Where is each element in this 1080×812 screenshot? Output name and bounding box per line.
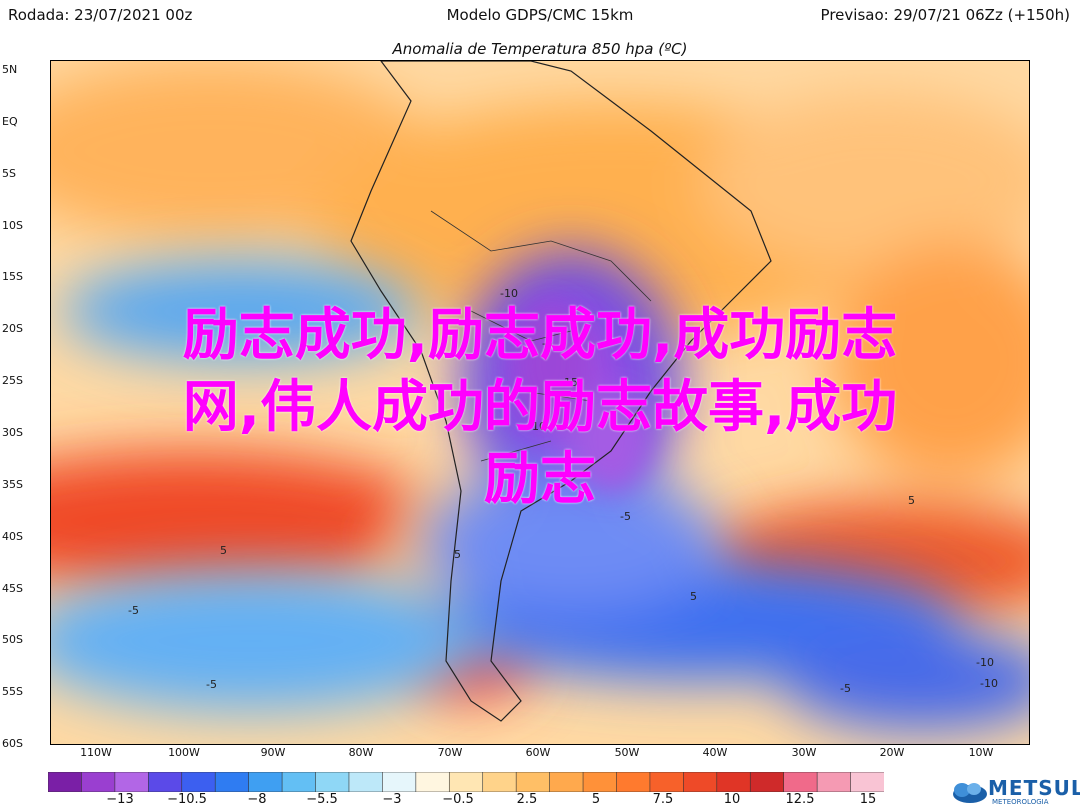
colorbar-swatch [616,772,651,792]
model-label: Modelo GDPS/CMC 15km [446,6,634,24]
anomaly-field [51,61,1029,744]
colorbar-swatch [214,772,250,792]
colorbar-swatch [148,772,183,792]
colorbar-swatch [683,772,718,792]
lat-label: 10S [2,219,23,232]
brand-name: METSUL [988,776,1080,800]
lat-label: 40S [2,530,23,543]
contour-label: 5 [690,590,697,603]
colorbar-tick: −5.5 [306,792,338,807]
country-borders [430,210,652,462]
lat-label: 30S [2,426,23,439]
colorbar-swatch [315,772,350,792]
lon-label: 20W [879,746,905,759]
lat-label: 50S [2,633,23,646]
colorbar-tick: −8 [247,792,267,807]
lon-label: 10W [968,746,994,759]
lon-label: 80W [348,746,374,759]
colorbar-swatch [81,772,116,792]
colorbar-tick: 5 [591,792,601,807]
colorbar [48,772,884,792]
overlay-line-1: 励志成功,励志成功,成功励志 [182,303,898,368]
map-title: Anomalia de Temperatura 850 hpa (ºC) [392,40,688,58]
colorbar-swatch [749,772,785,792]
contour-label: -5 [620,510,631,523]
lat-label: 55S [2,685,23,698]
colorbar-swatch [482,772,517,792]
colorbar-swatch [716,772,752,792]
lon-label: 40W [702,746,728,759]
contour-label: -10 [980,677,998,690]
colorbar-tick: −13 [106,792,134,807]
forecast-time-label: Previsao: 29/07/21 06Zz (+150h) [820,6,1070,24]
colorbar-swatch [181,772,216,792]
lon-label: 90W [260,746,286,759]
lon-label: 30W [791,746,817,759]
south-america-outline [350,61,772,722]
colorbar-tick: 2.5 [516,792,538,807]
colorbar-tick: 15 [859,792,877,807]
lon-label: 50W [614,746,640,759]
watermark-overlay-text: 励志成功,励志成功,成功励志 网,伟人成功的励志故事,成功 励志 [0,300,1080,516]
colorbar-swatch [281,772,317,792]
brand-subtitle: METEOROLOGIA [992,798,1049,806]
contour-label: -10 [500,287,518,300]
colorbar-swatch [850,772,884,792]
colorbar-tick: −0.5 [442,792,474,807]
lat-label: 45S [2,582,23,595]
overlay-line-2: 网,伟人成功的励志故事,成功 [182,375,898,440]
colorbar-swatch [649,772,685,792]
colorbar-swatch [448,772,484,792]
lon-label: 100W [168,746,200,759]
contour-label: -10 [528,420,546,433]
lat-label: 15S [2,270,23,283]
contour-label: 5 [220,544,227,557]
anomaly-map [50,60,1030,745]
colorbar-swatch [549,772,584,792]
lat-label: EQ [2,115,18,128]
lon-label: 60W [525,746,551,759]
colorbar-swatch [515,772,551,792]
contour-label: -5 [128,604,139,617]
lat-label: 5S [2,167,16,180]
run-date-label: Rodada: 23/07/2021 00z [8,6,193,24]
lat-label: 5N [2,63,18,76]
metsul-logo-icon [953,783,987,803]
colorbar-swatch [382,772,417,792]
colorbar-tick: 12.5 [785,792,815,807]
warm-anomaly-areas [51,61,1029,701]
colorbar-tick: 10 [723,792,741,807]
contour-labels: -10 -15 -5 -10 -5 5 5 5 -5 -5 -10 -10 -5… [128,287,998,695]
colorbar-swatch [582,772,618,792]
lat-label: 20S [2,322,23,335]
colorbar-swatch [248,772,283,792]
overlay-line-3: 励志 [484,447,596,512]
contour-label: 5 [908,494,915,507]
colorbar-tick: 7.5 [652,792,674,807]
contour-label: -5 [542,337,553,350]
lon-label: 70W [437,746,463,759]
colorbar-swatch [415,772,451,792]
colorbar-swatch [783,772,818,792]
lat-label: 60S [2,737,23,750]
contour-label: -15 [560,376,578,389]
colorbar-tick: −3 [382,792,402,807]
lat-label: 35S [2,478,23,491]
lat-label: 25S [2,374,23,387]
colorbar-swatch [816,772,852,792]
colorbar-swatch [48,772,83,792]
contour-label: -10 [976,656,994,669]
contour-label: 5 [454,548,461,561]
contour-label: -5 [840,682,851,695]
colorbar-tick: −10.5 [167,792,207,807]
colorbar-swatch [114,772,150,792]
colorbar-swatch [348,772,384,792]
lon-label: 110W [80,746,112,759]
contour-label: -5 [206,678,217,691]
